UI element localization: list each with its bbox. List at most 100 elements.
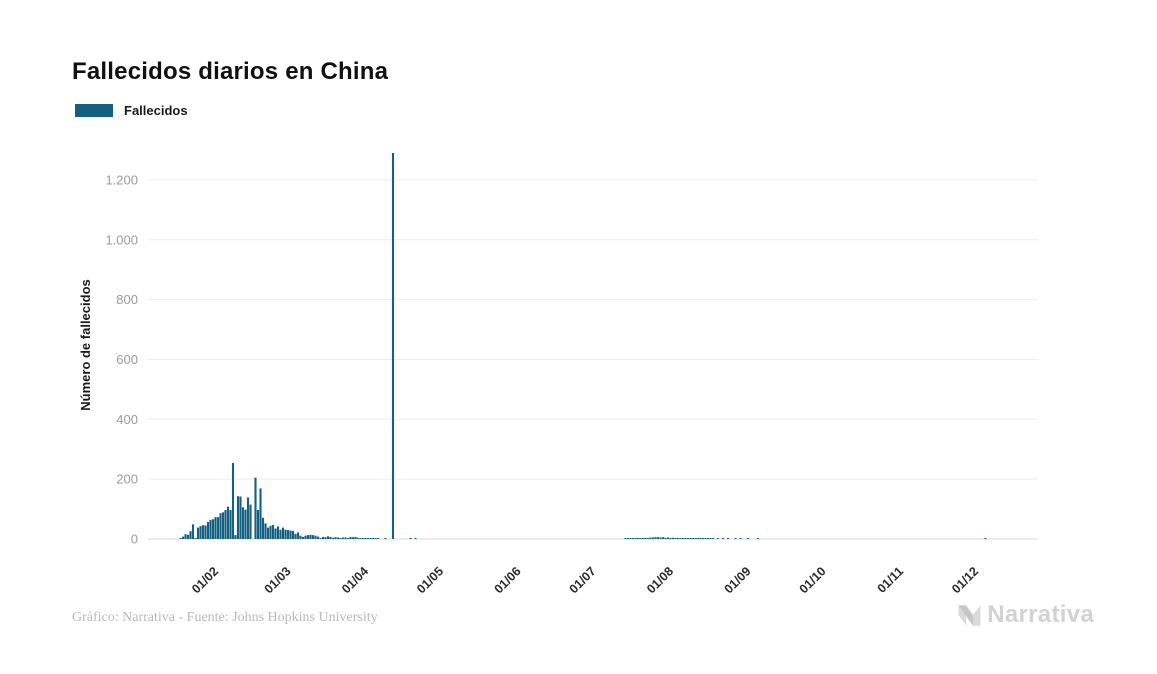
bar[interactable] — [661, 537, 665, 539]
bar[interactable] — [189, 531, 192, 539]
bar[interactable] — [264, 523, 267, 539]
bar[interactable] — [329, 536, 332, 539]
bar[interactable] — [271, 524, 275, 539]
bar[interactable] — [331, 537, 335, 539]
bar[interactable] — [299, 535, 302, 539]
bar[interactable] — [319, 538, 322, 539]
bar[interactable] — [671, 537, 675, 539]
bar[interactable] — [701, 538, 705, 539]
bar[interactable] — [249, 504, 252, 539]
bar[interactable] — [634, 538, 637, 539]
bar[interactable] — [259, 488, 262, 539]
bar[interactable] — [244, 509, 247, 539]
bar[interactable] — [211, 519, 215, 539]
bar[interactable] — [374, 538, 377, 539]
bar[interactable] — [261, 517, 265, 539]
bar[interactable] — [294, 533, 297, 539]
bar[interactable] — [289, 530, 292, 539]
bar[interactable] — [716, 538, 720, 539]
bar[interactable] — [241, 507, 245, 539]
bar[interactable] — [309, 534, 312, 539]
bar[interactable] — [194, 538, 197, 539]
bar[interactable] — [641, 538, 645, 539]
bar[interactable] — [206, 521, 210, 539]
bar[interactable] — [231, 462, 235, 539]
bar[interactable] — [706, 538, 710, 539]
bar[interactable] — [311, 535, 315, 539]
bar[interactable] — [694, 538, 697, 539]
bar[interactable] — [324, 537, 327, 539]
bar[interactable] — [664, 537, 667, 539]
bar[interactable] — [676, 538, 680, 539]
bar[interactable] — [354, 536, 357, 539]
bar[interactable] — [196, 527, 200, 539]
bar[interactable] — [366, 538, 370, 539]
bar[interactable] — [639, 538, 642, 539]
bar[interactable] — [256, 509, 260, 539]
bar[interactable] — [704, 538, 707, 539]
bar[interactable] — [709, 538, 712, 539]
bar[interactable] — [711, 538, 715, 539]
bar[interactable] — [746, 538, 750, 539]
bar[interactable] — [224, 509, 227, 539]
bar[interactable] — [384, 538, 387, 539]
bar[interactable] — [756, 538, 760, 539]
bar[interactable] — [184, 534, 187, 539]
bar[interactable] — [696, 538, 700, 539]
bar[interactable] — [291, 530, 295, 539]
bar[interactable] — [649, 537, 652, 539]
bar[interactable] — [304, 535, 307, 539]
bar[interactable] — [734, 538, 737, 539]
bar[interactable] — [391, 152, 395, 539]
bar[interactable] — [344, 537, 347, 539]
bar[interactable] — [301, 536, 305, 539]
bar[interactable] — [656, 537, 660, 539]
bar[interactable] — [681, 538, 685, 539]
bar[interactable] — [364, 538, 367, 539]
bar[interactable] — [219, 513, 222, 539]
bar[interactable] — [644, 537, 647, 539]
bar[interactable] — [686, 538, 690, 539]
bar[interactable] — [341, 537, 345, 539]
bar[interactable] — [636, 538, 640, 539]
bar[interactable] — [684, 538, 687, 539]
bar[interactable] — [314, 535, 317, 539]
bar[interactable] — [626, 538, 630, 539]
bar[interactable] — [199, 526, 202, 539]
bar[interactable] — [221, 512, 225, 539]
bar[interactable] — [236, 496, 240, 539]
bar[interactable] — [369, 538, 372, 539]
bar[interactable] — [361, 538, 365, 539]
bar[interactable] — [359, 538, 362, 539]
bar[interactable] — [726, 538, 730, 539]
bar[interactable] — [246, 497, 250, 539]
bar[interactable] — [239, 496, 242, 539]
bar[interactable] — [216, 517, 220, 539]
bar[interactable] — [351, 537, 355, 539]
bar[interactable] — [234, 535, 237, 539]
bar[interactable] — [679, 538, 682, 539]
bar[interactable] — [326, 536, 330, 539]
bar[interactable] — [669, 538, 672, 539]
bar[interactable] — [651, 537, 655, 539]
bar[interactable] — [181, 536, 185, 539]
bar[interactable] — [336, 537, 340, 539]
bar[interactable] — [306, 535, 310, 539]
bar[interactable] — [699, 538, 702, 539]
bar[interactable] — [631, 538, 635, 539]
bar[interactable] — [334, 537, 337, 539]
bar[interactable] — [229, 509, 232, 539]
bar[interactable] — [739, 538, 742, 539]
bar[interactable] — [296, 532, 300, 539]
bar[interactable] — [646, 538, 650, 539]
bar[interactable] — [209, 519, 212, 539]
bar[interactable] — [654, 537, 657, 539]
bar[interactable] — [179, 538, 182, 539]
bar[interactable] — [214, 517, 217, 539]
bar[interactable] — [316, 536, 320, 539]
bar[interactable] — [376, 538, 380, 539]
bar[interactable] — [414, 538, 417, 539]
bar[interactable] — [274, 528, 277, 539]
bar[interactable] — [204, 525, 207, 539]
bar[interactable] — [409, 538, 412, 539]
